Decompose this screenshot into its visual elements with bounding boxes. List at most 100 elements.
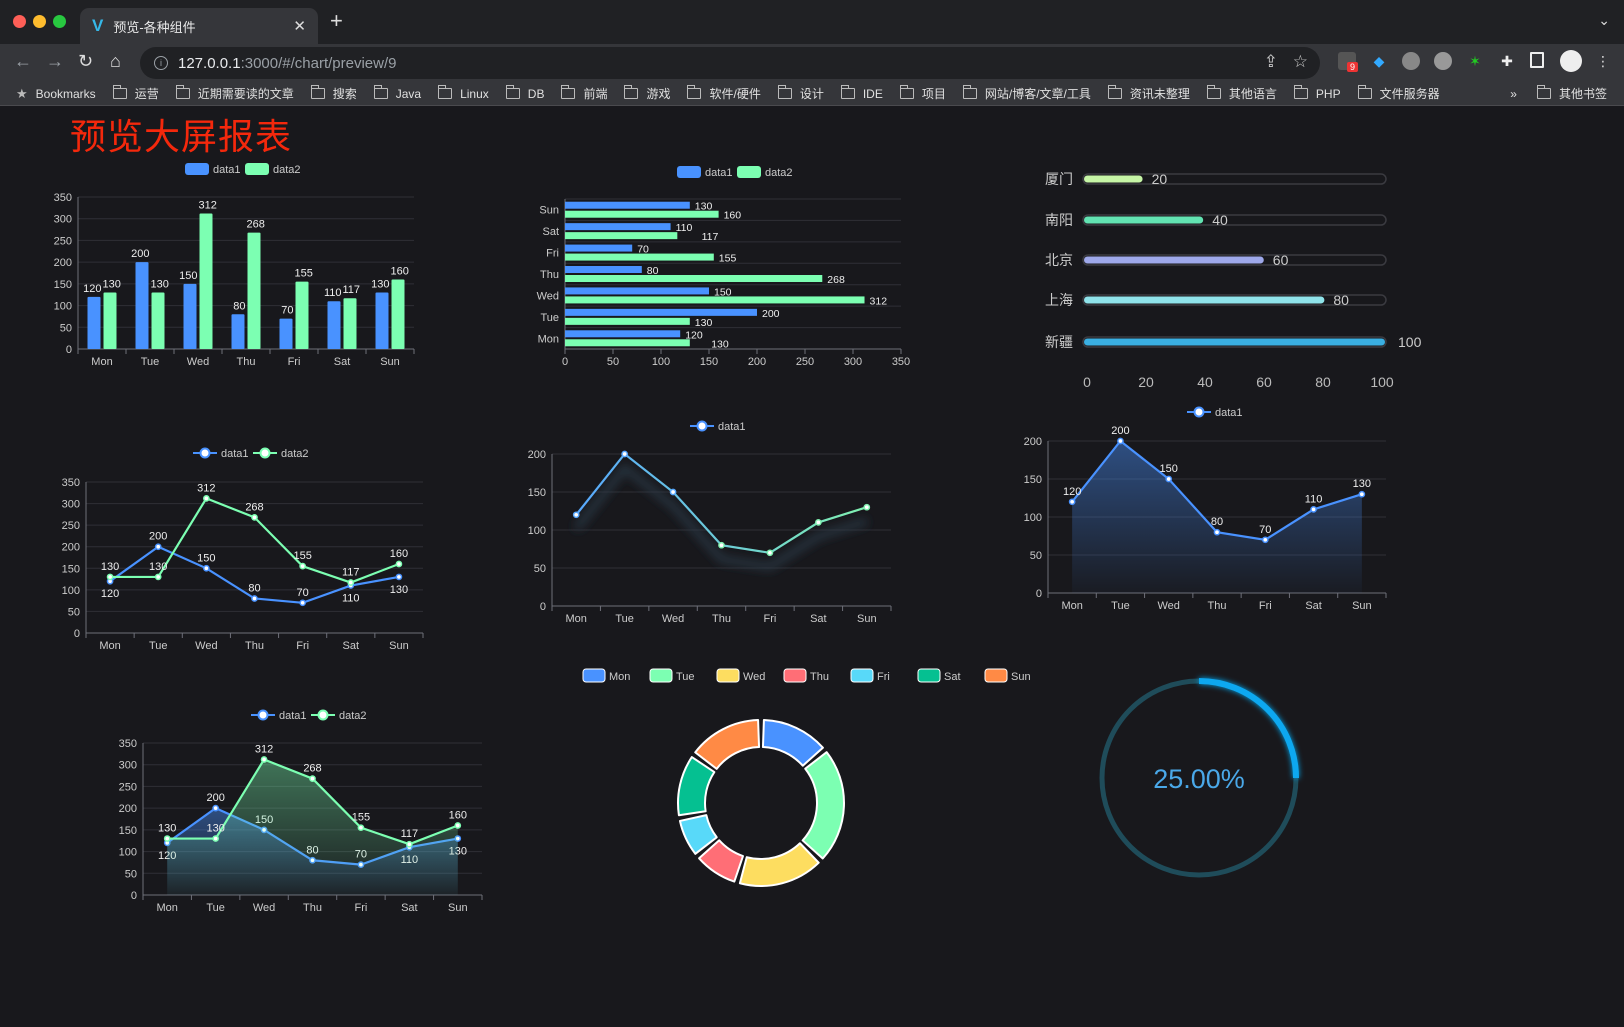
legend-item-Thu[interactable]: Thu bbox=[783, 668, 829, 683]
donut-slice-Wed[interactable] bbox=[738, 842, 820, 887]
data-point[interactable] bbox=[203, 495, 210, 502]
data-point[interactable] bbox=[406, 840, 413, 848]
legend-item-data1[interactable]: data1 bbox=[690, 420, 746, 433]
legend-item-data2[interactable]: data2 bbox=[245, 163, 301, 176]
site-info-icon[interactable]: i bbox=[154, 56, 168, 70]
legend-item-data1[interactable]: data1 bbox=[677, 166, 733, 179]
bookmark-13[interactable]: 网站/博客/文章/工具 bbox=[962, 85, 1091, 102]
legend-item-data1[interactable]: data1 bbox=[1187, 406, 1243, 419]
data-point[interactable] bbox=[347, 579, 355, 586]
data-point[interactable] bbox=[669, 488, 677, 496]
donut-slice-Fri[interactable] bbox=[678, 814, 718, 855]
data-point[interactable] bbox=[106, 573, 114, 581]
data-point[interactable] bbox=[163, 835, 171, 842]
donut-slice-Sat[interactable] bbox=[677, 756, 716, 817]
bookmark-2[interactable]: 近期需要读的文章 bbox=[175, 85, 294, 102]
menu-icon[interactable]: ⋮ bbox=[1596, 53, 1610, 69]
legend-item-data1[interactable]: data1 bbox=[193, 447, 249, 460]
bookmark-1[interactable]: 运营 bbox=[112, 85, 159, 102]
data-point[interactable] bbox=[766, 549, 774, 557]
bookmark-6[interactable]: DB bbox=[505, 85, 544, 101]
share-icon[interactable]: ⇪ bbox=[1263, 52, 1278, 71]
data-point[interactable] bbox=[357, 824, 365, 832]
bookmark-0[interactable]: ★ Bookmarks bbox=[16, 86, 96, 102]
data-point[interactable] bbox=[1068, 498, 1076, 506]
donut-slice-Sun[interactable] bbox=[694, 719, 761, 770]
data-point[interactable] bbox=[1358, 490, 1366, 498]
bookmark-7[interactable]: 前端 bbox=[561, 85, 607, 102]
legend-item-data2[interactable]: data2 bbox=[253, 447, 309, 460]
bookmark-3[interactable]: 搜索 bbox=[310, 85, 357, 102]
close-tab-icon[interactable]: ✕ bbox=[293, 18, 306, 35]
star-extension-icon[interactable]: ✶ bbox=[1469, 53, 1481, 69]
data-point[interactable] bbox=[251, 595, 258, 602]
bookmark-4[interactable]: Java bbox=[373, 85, 421, 101]
data-point[interactable] bbox=[1213, 528, 1221, 536]
legend-item-data1[interactable]: data1 bbox=[251, 709, 307, 722]
bookmark-8[interactable]: 游戏 bbox=[624, 85, 670, 102]
data-point[interactable] bbox=[251, 514, 258, 521]
bookmark-14[interactable]: 资讯未整理 bbox=[1107, 85, 1190, 102]
data-point[interactable] bbox=[718, 541, 725, 549]
bookmark-11[interactable]: IDE bbox=[840, 85, 883, 101]
bookmark-star-icon[interactable]: ☆ bbox=[1292, 52, 1308, 71]
back-icon[interactable]: ← bbox=[14, 51, 32, 71]
bookmark-17[interactable]: 文件服务器 bbox=[1357, 85, 1440, 102]
data-point[interactable] bbox=[260, 756, 268, 763]
address-bar[interactable]: i 127.0.0.1:3000/#/chart/preview/9 ⇪ ☆ bbox=[140, 47, 1320, 79]
legend-item-Tue[interactable]: Tue bbox=[649, 668, 695, 683]
forward-icon[interactable]: → bbox=[46, 51, 64, 71]
new-tab-button[interactable]: + bbox=[330, 8, 343, 33]
data-point[interactable] bbox=[1261, 536, 1269, 544]
puzzle-extensions-icon[interactable]: ✚ bbox=[1501, 53, 1513, 69]
data-point[interactable] bbox=[212, 804, 219, 812]
data-point[interactable] bbox=[154, 573, 162, 581]
reload-icon[interactable]: ↻ bbox=[78, 51, 94, 71]
bookmark-10[interactable]: 设计 bbox=[777, 85, 824, 102]
command-extension-icon[interactable] bbox=[1402, 52, 1420, 70]
data-point[interactable] bbox=[863, 503, 871, 511]
gem-extension-icon[interactable]: ◆ bbox=[1373, 53, 1385, 69]
bookmark-16[interactable]: PHP bbox=[1293, 85, 1341, 101]
data-point[interactable] bbox=[454, 822, 462, 829]
maximize-window-button[interactable] bbox=[53, 15, 66, 28]
donut-slice-Thu[interactable] bbox=[698, 839, 744, 883]
data-point[interactable] bbox=[815, 519, 822, 526]
data-point[interactable] bbox=[299, 599, 306, 607]
bookmark-9[interactable]: 软件/硬件 bbox=[687, 85, 761, 102]
close-window-button[interactable] bbox=[13, 15, 26, 28]
data-point[interactable] bbox=[1117, 437, 1124, 445]
legend-item-data2[interactable]: data2 bbox=[311, 709, 367, 722]
data-point[interactable] bbox=[212, 835, 219, 842]
profile-avatar[interactable] bbox=[1560, 50, 1582, 72]
legend-item-data1[interactable]: data1 bbox=[185, 163, 241, 176]
tab-search-chevron-icon[interactable]: ⌄ bbox=[1598, 12, 1610, 28]
browser-tab[interactable]: V 预览-各种组件 ✕ bbox=[80, 8, 318, 44]
data-point[interactable] bbox=[1165, 475, 1173, 483]
bookmark-12[interactable]: 项目 bbox=[899, 85, 946, 102]
donut-slice-Mon[interactable] bbox=[761, 719, 824, 767]
data-point[interactable] bbox=[395, 560, 403, 568]
legend-item-data2[interactable]: data2 bbox=[737, 166, 793, 179]
minimize-window-button[interactable] bbox=[33, 15, 46, 28]
home-icon[interactable]: ⌂ bbox=[110, 51, 121, 71]
data-point[interactable] bbox=[154, 543, 162, 551]
data-point[interactable] bbox=[203, 564, 210, 572]
data-point[interactable] bbox=[309, 775, 316, 782]
legend-item-Sun[interactable]: Sun bbox=[984, 668, 1031, 683]
other-bookmarks[interactable]: 其他书签 bbox=[1536, 85, 1607, 102]
more-bookmarks-button[interactable]: » bbox=[1510, 86, 1517, 101]
data-point[interactable] bbox=[572, 511, 580, 519]
legend-item-Sat[interactable]: Sat bbox=[917, 668, 961, 683]
legend-item-Mon[interactable]: Mon bbox=[582, 668, 630, 683]
data-point[interactable] bbox=[621, 450, 628, 458]
donut-slice-Tue[interactable] bbox=[801, 751, 845, 860]
bookmark-15[interactable]: 其他语言 bbox=[1206, 85, 1277, 102]
legend-item-Fri[interactable]: Fri bbox=[850, 668, 890, 683]
data-point[interactable] bbox=[395, 573, 403, 581]
side-panel-icon[interactable] bbox=[1530, 52, 1544, 68]
circle-extension-icon[interactable] bbox=[1434, 52, 1452, 70]
bookmark-5[interactable]: Linux bbox=[438, 85, 489, 101]
legend-item-Wed[interactable]: Wed bbox=[716, 668, 765, 683]
data-point[interactable] bbox=[299, 562, 306, 570]
